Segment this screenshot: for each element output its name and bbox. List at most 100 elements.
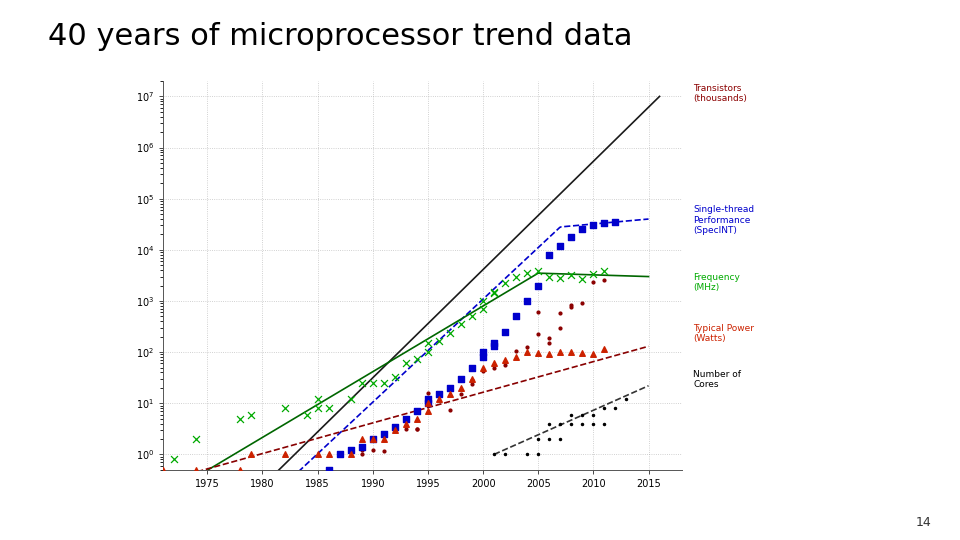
Point bbox=[321, 465, 336, 474]
Point bbox=[586, 221, 601, 230]
Point bbox=[553, 309, 568, 318]
Point bbox=[276, 450, 292, 458]
Point bbox=[586, 410, 601, 419]
Point bbox=[497, 356, 513, 364]
Point bbox=[443, 390, 458, 399]
Point bbox=[409, 425, 424, 434]
Point bbox=[509, 272, 524, 281]
Point bbox=[188, 435, 204, 443]
Point bbox=[365, 379, 380, 387]
Point bbox=[376, 430, 392, 438]
Point bbox=[365, 435, 380, 443]
Point bbox=[465, 363, 480, 372]
Point bbox=[541, 419, 557, 428]
Point bbox=[409, 414, 424, 423]
Point bbox=[575, 410, 590, 419]
Point bbox=[487, 339, 502, 347]
Point bbox=[387, 422, 402, 431]
Point bbox=[575, 225, 590, 234]
Point bbox=[531, 329, 546, 338]
Point bbox=[564, 301, 579, 310]
Point bbox=[487, 359, 502, 368]
Point bbox=[475, 363, 491, 372]
Text: Frequency
(MHz): Frequency (MHz) bbox=[693, 273, 740, 292]
Point bbox=[420, 399, 436, 408]
Point bbox=[299, 486, 314, 495]
Point bbox=[497, 279, 513, 288]
Point bbox=[443, 406, 458, 414]
Point bbox=[541, 435, 557, 443]
Point bbox=[531, 450, 546, 458]
Point bbox=[387, 426, 402, 434]
Point bbox=[354, 443, 370, 451]
Point bbox=[332, 450, 348, 458]
Point bbox=[553, 274, 568, 282]
Point bbox=[541, 350, 557, 359]
Point bbox=[597, 219, 612, 228]
Point bbox=[365, 446, 380, 455]
Point bbox=[343, 469, 358, 477]
Point bbox=[541, 251, 557, 259]
Point bbox=[531, 435, 546, 443]
Point bbox=[519, 450, 535, 458]
Point bbox=[343, 395, 358, 403]
Point bbox=[398, 359, 414, 368]
Point bbox=[541, 334, 557, 342]
Point bbox=[343, 446, 358, 455]
Point bbox=[276, 404, 292, 413]
Point bbox=[509, 353, 524, 361]
Point bbox=[420, 395, 436, 403]
Point bbox=[420, 339, 436, 347]
Point bbox=[387, 425, 402, 434]
Point bbox=[376, 379, 392, 387]
Point bbox=[321, 477, 336, 485]
Point bbox=[519, 296, 535, 305]
Point bbox=[487, 450, 502, 458]
Point bbox=[519, 348, 535, 356]
Text: 40 years of microprocessor trend data: 40 years of microprocessor trend data bbox=[48, 22, 633, 51]
Point bbox=[420, 348, 436, 356]
Point bbox=[487, 289, 502, 298]
Point bbox=[619, 395, 635, 403]
Point bbox=[465, 375, 480, 383]
Point bbox=[586, 270, 601, 279]
Point bbox=[244, 450, 259, 458]
Point bbox=[310, 395, 325, 403]
Point bbox=[497, 361, 513, 370]
Point bbox=[420, 388, 436, 397]
Point bbox=[586, 419, 601, 428]
Point bbox=[409, 424, 424, 433]
Point bbox=[575, 419, 590, 428]
Point bbox=[564, 303, 579, 312]
Point bbox=[597, 275, 612, 284]
Point bbox=[453, 390, 468, 399]
Point bbox=[475, 353, 491, 361]
Point bbox=[519, 343, 535, 352]
Point bbox=[431, 336, 446, 345]
Text: 14: 14 bbox=[916, 516, 931, 529]
Point bbox=[244, 522, 259, 530]
Point bbox=[232, 465, 248, 474]
Point bbox=[431, 390, 446, 399]
Point bbox=[156, 465, 171, 474]
Point bbox=[409, 354, 424, 363]
Point bbox=[564, 271, 579, 280]
Point bbox=[188, 465, 204, 474]
Point bbox=[575, 349, 590, 357]
Point bbox=[597, 345, 612, 353]
Point bbox=[276, 495, 292, 503]
Point bbox=[531, 281, 546, 290]
Point bbox=[497, 450, 513, 458]
Point bbox=[519, 268, 535, 277]
Point bbox=[564, 232, 579, 241]
Point bbox=[531, 308, 546, 316]
Point bbox=[553, 435, 568, 443]
Point bbox=[299, 410, 314, 419]
Point bbox=[398, 425, 414, 434]
Point bbox=[597, 266, 612, 275]
Point bbox=[465, 380, 480, 388]
Point bbox=[475, 305, 491, 313]
Point bbox=[487, 342, 502, 350]
Point bbox=[156, 500, 171, 508]
Point bbox=[310, 479, 325, 488]
